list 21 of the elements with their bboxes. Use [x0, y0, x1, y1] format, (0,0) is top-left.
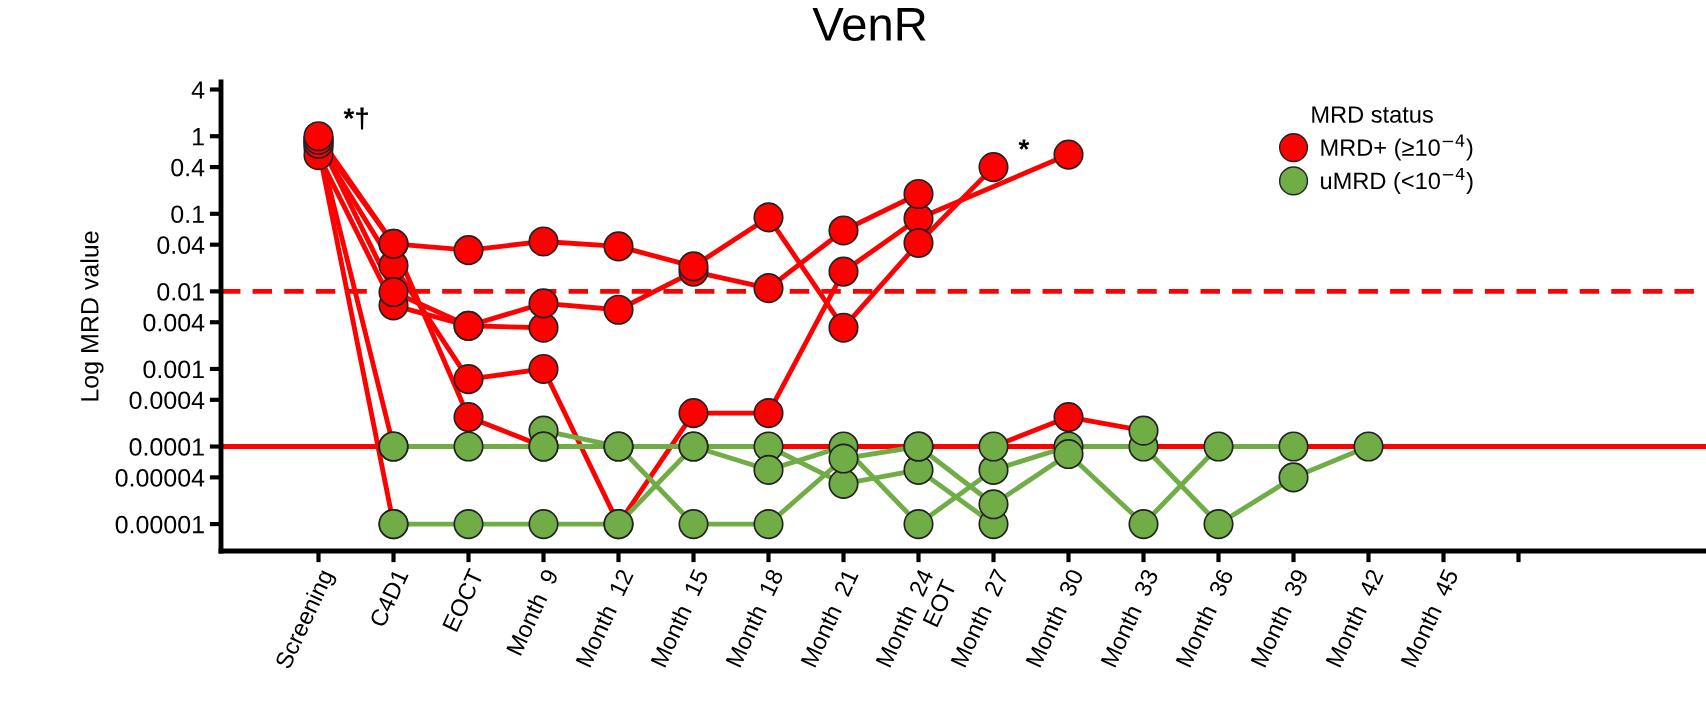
annotation: *† [343, 107, 368, 130]
y-tick-label: 0.04 [157, 236, 205, 254]
y-axis-title: Log MRD value [80, 231, 104, 401]
y-tick-label: 4 [191, 81, 205, 99]
y-tick-label: 0.4 [171, 158, 205, 177]
y-tick-label: 0.01 [157, 282, 204, 301]
legend-label: uMRD (<10$^{−4}$) [1321, 167, 1473, 194]
chart-title: VenR [812, 8, 926, 42]
annotation: * [1018, 139, 1030, 150]
legend-label: MRD+ (≥10$^{−4}$) [1321, 134, 1473, 161]
legend-title: MRD status [1312, 106, 1433, 123]
x-tick-label: EOCT [442, 567, 484, 632]
y-tick-label: 0.001 [143, 360, 204, 379]
x-tick-label: C4D1 [369, 568, 409, 628]
y-tick-label: 0.00001 [115, 515, 204, 534]
y-tick-label: 0.1 [171, 205, 204, 224]
y-tick-label: 0.00004 [115, 468, 205, 487]
y-tick-label: 1 [193, 128, 204, 146]
y-tick-label: 0.0001 [129, 438, 204, 456]
y-tick-label: 0.004 [143, 313, 205, 332]
y-tick-label: 0.0004 [129, 391, 205, 410]
